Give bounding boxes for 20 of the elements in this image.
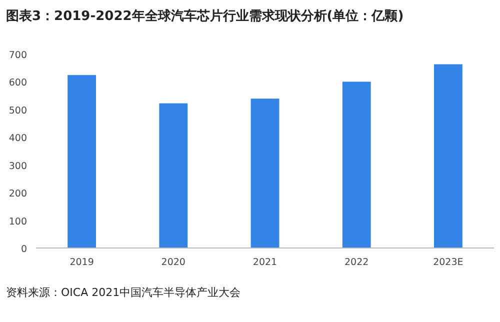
y-tick-label: 500: [8, 105, 27, 116]
bar: [250, 98, 280, 248]
y-tick-label: 700: [8, 50, 27, 61]
x-tick-label: 2022: [344, 257, 369, 268]
text: 资料来源：OICA 2021中国汽车半导体产业大会: [6, 286, 241, 299]
bar: [159, 103, 188, 248]
y-tick-label: 100: [8, 216, 27, 228]
y-tick-label: 300: [8, 160, 27, 172]
x-tick-label: 2023E: [433, 257, 464, 268]
y-tick-label: 0: [20, 244, 27, 255]
y-tick-label: 600: [8, 78, 27, 89]
x-tick-label: 2021: [252, 257, 278, 268]
chart-title: 图表3：2019-2022年全球汽车芯片行业需求现状分析(单位：亿颗): [6, 8, 404, 24]
bar: [342, 82, 371, 248]
y-tick-label: 400: [8, 133, 27, 144]
bar: [68, 75, 96, 248]
bar: [434, 64, 462, 248]
x-tick-label: 2020: [161, 257, 186, 268]
y-tick-label: 200: [8, 188, 27, 200]
x-tick-label: 2019: [70, 257, 94, 268]
